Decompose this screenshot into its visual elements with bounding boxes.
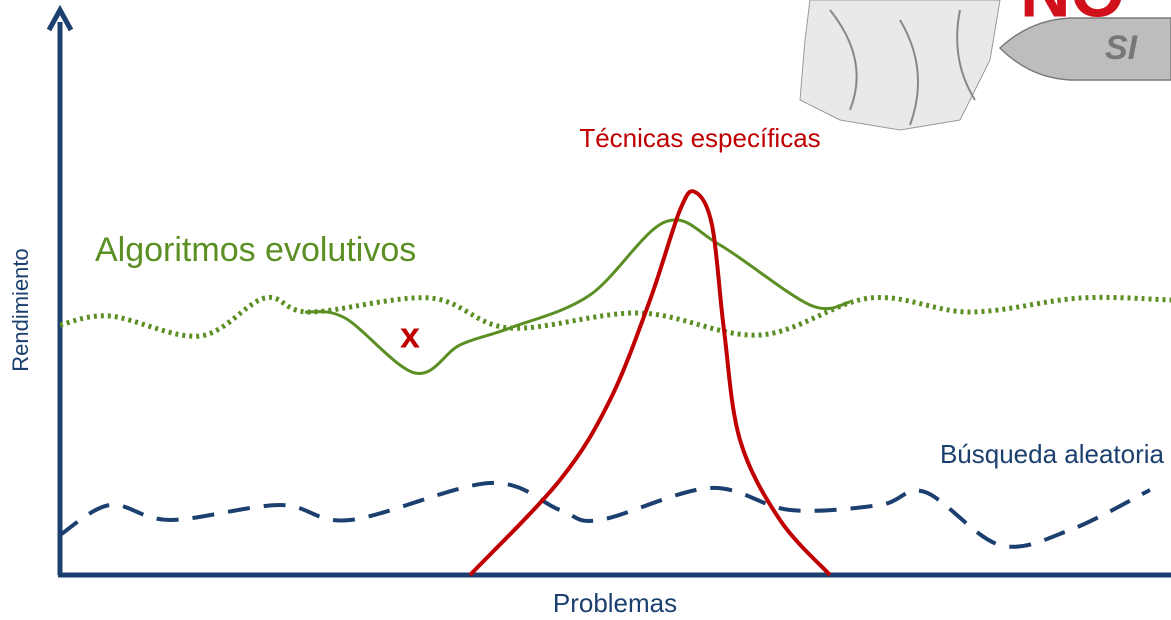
logo-no: NO — [1020, 0, 1125, 31]
logo-sketch-lines — [829, 9, 976, 126]
logo-bullet — [998, 17, 1171, 81]
failure-marker: x — [400, 315, 420, 356]
logo-sketch — [799, 0, 1001, 131]
x-axis-label: Problemas — [553, 588, 677, 618]
random-label: Búsqueda aleatoria — [940, 439, 1165, 469]
evolutionary-dotted-curve — [59, 294, 1171, 339]
evolutionary-label: Algoritmos evolutivos — [95, 231, 416, 269]
y-axis-arrow — [46, 4, 74, 32]
logo-si: SI — [1105, 29, 1139, 67]
evolutionary-curve — [304, 218, 851, 375]
y-axis-label: Rendimiento — [8, 248, 33, 372]
logo: NO SI — [799, 0, 1171, 131]
random-search-curve — [58, 480, 1151, 549]
specific-technique-curve — [468, 189, 832, 577]
specific-label: Técnicas específicas — [579, 123, 820, 153]
